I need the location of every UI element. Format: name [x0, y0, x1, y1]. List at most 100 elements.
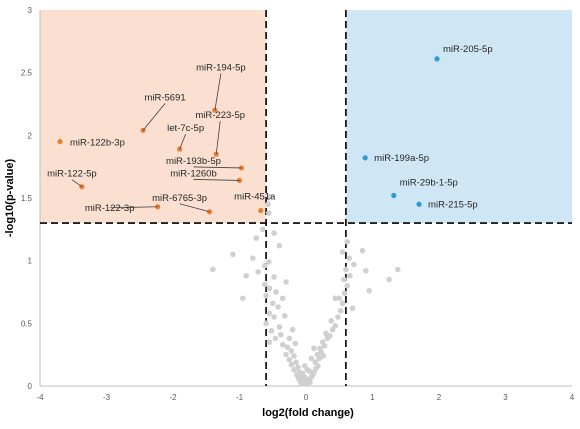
point-not-significant — [266, 193, 273, 200]
point-not-significant — [271, 274, 277, 280]
x-tick-label: 0 — [304, 393, 309, 402]
x-tick-label: 2 — [437, 393, 442, 402]
point-not-significant — [308, 355, 315, 362]
point-label: miR-205-5p — [443, 44, 493, 55]
point-not-significant — [311, 345, 317, 352]
point-not-significant — [230, 251, 236, 258]
y-tick-label: 1.5 — [21, 194, 33, 203]
point-not-significant — [335, 314, 341, 320]
point-not-significant — [259, 226, 266, 233]
point-label: miR-223-5p — [195, 110, 245, 121]
point-not-significant — [343, 266, 349, 273]
point-not-significant — [272, 335, 279, 342]
point-not-significant — [314, 351, 321, 358]
point-not-significant — [386, 276, 392, 283]
point-not-significant — [366, 287, 372, 294]
point-not-significant — [320, 353, 327, 359]
point-label: miR-451a — [234, 192, 276, 203]
x-tick-label: -1 — [236, 393, 244, 402]
point-not-significant — [347, 272, 353, 279]
y-tick-label: 2.5 — [21, 69, 33, 78]
point-not-significant — [255, 269, 261, 275]
point-not-significant — [265, 259, 272, 265]
x-tick-label: -4 — [36, 393, 44, 402]
point-not-significant — [319, 339, 326, 345]
point-not-significant — [317, 345, 323, 352]
point-not-significant — [269, 300, 276, 307]
point-not-significant — [284, 344, 291, 350]
point-label: miR-122-3p — [85, 203, 135, 214]
point-not-significant — [295, 364, 301, 371]
point-not-significant — [276, 324, 283, 330]
point-mir-215-5p — [416, 201, 422, 207]
point-not-significant — [293, 359, 299, 365]
point-not-significant — [351, 261, 357, 268]
label-leader-line — [214, 73, 222, 111]
x-axis-title: log2(fold change) — [262, 407, 354, 419]
y-tick-label: 2 — [28, 131, 33, 140]
point-not-significant — [288, 361, 295, 368]
point-not-significant — [268, 328, 275, 334]
y-axis-title: -log10(p-value) — [4, 159, 16, 238]
point-labels: miR-122b-3p miR-5691 miR-194-5p let-7c-5p mi… — [47, 44, 493, 214]
point-label: miR-122b-3p — [70, 138, 125, 149]
point-not-significant — [266, 339, 273, 345]
point-not-significant — [263, 320, 269, 327]
point-label: miR-215-5p — [428, 199, 478, 210]
point-not-significant — [275, 304, 281, 310]
point-not-significant — [344, 239, 351, 245]
point-not-significant — [291, 353, 297, 359]
point-mir-451a — [258, 207, 264, 214]
point-not-significant — [291, 366, 297, 373]
point-not-significant — [265, 201, 271, 208]
point-mir-194-5p — [212, 107, 218, 113]
point-not-significant — [277, 331, 284, 338]
point-not-significant — [337, 308, 344, 314]
point-not-significant — [327, 333, 333, 339]
point-mir-199a-5p — [362, 155, 368, 161]
point-mir-122b-3p — [57, 139, 63, 145]
point-not-significant — [312, 359, 319, 365]
point-not-significant — [394, 266, 401, 273]
point-not-significant — [266, 285, 273, 292]
label-leader-line — [179, 203, 210, 213]
point-not-significant — [286, 356, 293, 363]
point-not-significant — [253, 235, 259, 241]
y-tick-label: 0.5 — [21, 319, 33, 328]
x-tick-label: 3 — [503, 393, 508, 402]
point-label: let-7c-5p — [167, 123, 204, 134]
label-leader-line — [142, 103, 166, 131]
point-not-significant — [323, 330, 329, 337]
point-not-significant — [341, 276, 347, 283]
point-mir-29b-1-5p — [391, 192, 397, 199]
point-label: miR-199a-5p — [374, 153, 429, 164]
point-not-significant — [344, 282, 351, 289]
label-leader-line — [109, 206, 158, 209]
up-region — [345, 10, 572, 224]
point-not-significant — [265, 210, 272, 216]
point-not-significant — [328, 318, 335, 324]
point-mir-205-5p — [434, 56, 440, 62]
point-not-significant — [240, 295, 246, 302]
point-not-significant — [273, 289, 279, 295]
point-not-significant — [276, 242, 283, 249]
point-not-significant — [210, 266, 216, 273]
point-not-significant — [339, 249, 346, 255]
point-not-significant — [261, 262, 268, 269]
point-not-significant — [363, 267, 369, 274]
point-not-significant — [250, 255, 256, 261]
label-leader-line — [193, 179, 240, 181]
y-tick-label: 3 — [28, 6, 33, 15]
point-not-significant — [304, 366, 311, 373]
point-label: miR-29b-1-5p — [400, 177, 458, 188]
point-label: miR-1260b — [170, 168, 216, 179]
point-not-significant — [292, 340, 299, 347]
point-not-significant — [261, 281, 268, 288]
point-label: miR-194-5p — [196, 62, 246, 73]
axes: -4 -3 -2 -1 0 1 2 3 4 0 0.5 1 1.5 2 2.5 3 — [21, 6, 575, 402]
point-not-significant — [288, 348, 295, 354]
down-region — [40, 10, 267, 224]
point-not-significant — [332, 323, 339, 329]
x-tick-label: 4 — [570, 393, 575, 402]
